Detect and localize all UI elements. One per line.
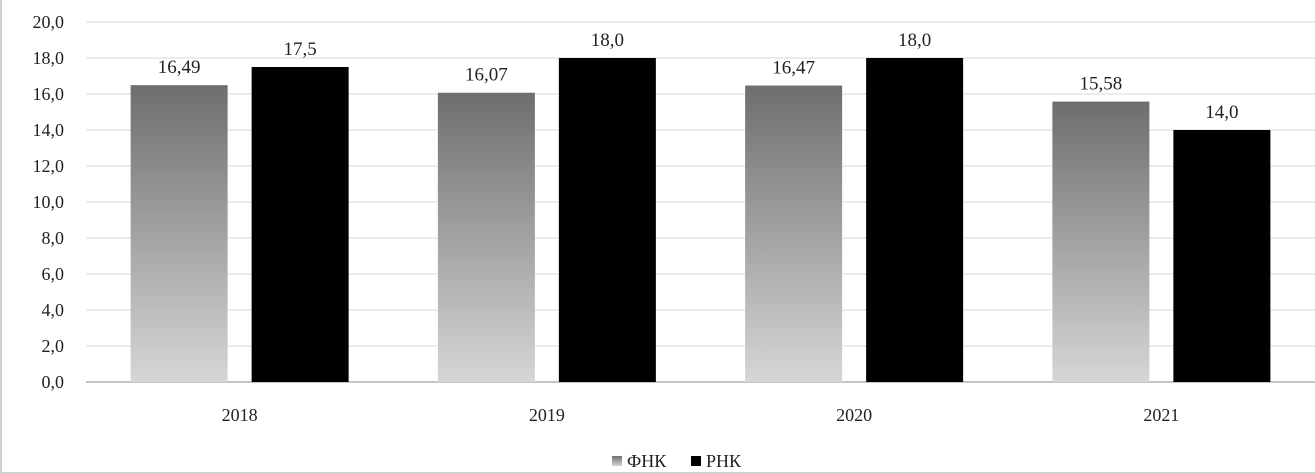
x-tick-label: 2018 bbox=[222, 405, 258, 425]
y-tick-label: 10,0 bbox=[33, 192, 65, 212]
x-tick-label: 2020 bbox=[836, 405, 872, 425]
y-tick-label: 0,0 bbox=[42, 372, 65, 392]
x-axis-labels: 2018 2019 2020 2021 bbox=[222, 405, 1180, 425]
y-axis-ticks: 0,0 2,0 4,0 6,0 8,0 10,0 12,0 14,0 16,0 18,0 20,0 bbox=[33, 12, 65, 392]
data-label-fnk-2019: 16,07 bbox=[465, 65, 508, 86]
legend-swatch-rnk bbox=[691, 456, 701, 466]
bar-rnk-2019 bbox=[558, 58, 656, 382]
bar-rnk-2020 bbox=[866, 58, 964, 382]
data-label-rnk-2019: 18,0 bbox=[591, 30, 624, 51]
x-tick-label: 2021 bbox=[1143, 405, 1179, 425]
x-tick-label: 2019 bbox=[529, 405, 565, 425]
data-label-fnk-2020: 16,47 bbox=[772, 58, 815, 79]
data-label-rnk-2018: 17,5 bbox=[284, 39, 317, 60]
bar-fnk-2021 bbox=[1052, 101, 1150, 382]
y-tick-label: 4,0 bbox=[42, 300, 65, 320]
y-tick-label: 20,0 bbox=[33, 12, 65, 32]
legend-swatch-fnk bbox=[612, 456, 622, 466]
data-label-rnk-2020: 18,0 bbox=[898, 30, 931, 51]
y-tick-label: 12,0 bbox=[33, 156, 65, 176]
bar-rnk-2018 bbox=[251, 67, 349, 382]
data-label-rnk-2021: 14,0 bbox=[1205, 102, 1238, 123]
y-tick-label: 16,0 bbox=[33, 84, 65, 104]
legend: ФНК РНК bbox=[612, 451, 742, 471]
y-tick-label: 18,0 bbox=[33, 48, 65, 68]
data-label-fnk-2018: 16,49 bbox=[158, 57, 201, 78]
bar-fnk-2019 bbox=[437, 92, 535, 383]
bar-rnk-2021 bbox=[1173, 130, 1271, 382]
bars: 16,49 17,5 16,07 18,0 16,47 18,0 15,58 14,0 bbox=[130, 30, 1271, 383]
y-tick-label: 14,0 bbox=[33, 120, 65, 140]
y-tick-label: 8,0 bbox=[42, 228, 65, 248]
legend-label-rnk: РНК bbox=[706, 451, 742, 471]
legend-label-fnk: ФНК bbox=[627, 451, 667, 471]
y-tick-label: 6,0 bbox=[42, 264, 65, 284]
y-tick-label: 2,0 bbox=[42, 336, 65, 356]
bar-fnk-2018 bbox=[130, 85, 228, 383]
bar-fnk-2020 bbox=[745, 85, 843, 382]
data-label-fnk-2021: 15,58 bbox=[1080, 74, 1123, 95]
